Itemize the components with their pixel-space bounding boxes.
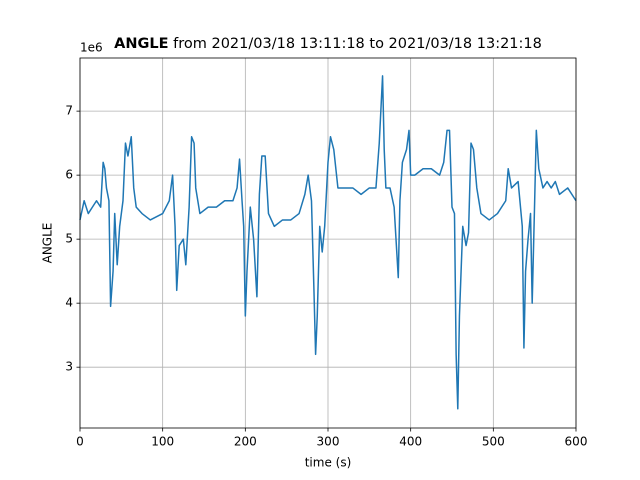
y-tick-label: 4 <box>65 296 73 310</box>
y-axis-label: ANGLE <box>41 223 55 264</box>
x-tick-label: 0 <box>76 435 84 449</box>
title-bold: ANGLE <box>114 36 168 52</box>
plot-frame <box>79 57 577 429</box>
y-tick-label: 7 <box>65 104 73 118</box>
x-tick-label: 100 <box>151 435 174 449</box>
x-tick-label: 500 <box>482 435 505 449</box>
chart-title: ANGLE from 2021/03/18 13:11:18 to 2021/0… <box>114 36 542 52</box>
x-tick-label: 300 <box>317 435 340 449</box>
x-tick-label: 200 <box>234 435 257 449</box>
y-tick-label: 3 <box>65 360 73 374</box>
y-tick-label: 5 <box>65 232 73 246</box>
y-offset-label: 1e6 <box>80 41 103 55</box>
data-line <box>79 75 577 410</box>
y-tick-label: 6 <box>65 168 73 182</box>
x-axis-label: time (s) <box>305 456 352 470</box>
x-tick-label: 600 <box>565 435 588 449</box>
x-tick-label: 400 <box>399 435 422 449</box>
title-rest: from 2021/03/18 13:11:18 to 2021/03/18 1… <box>169 36 542 52</box>
